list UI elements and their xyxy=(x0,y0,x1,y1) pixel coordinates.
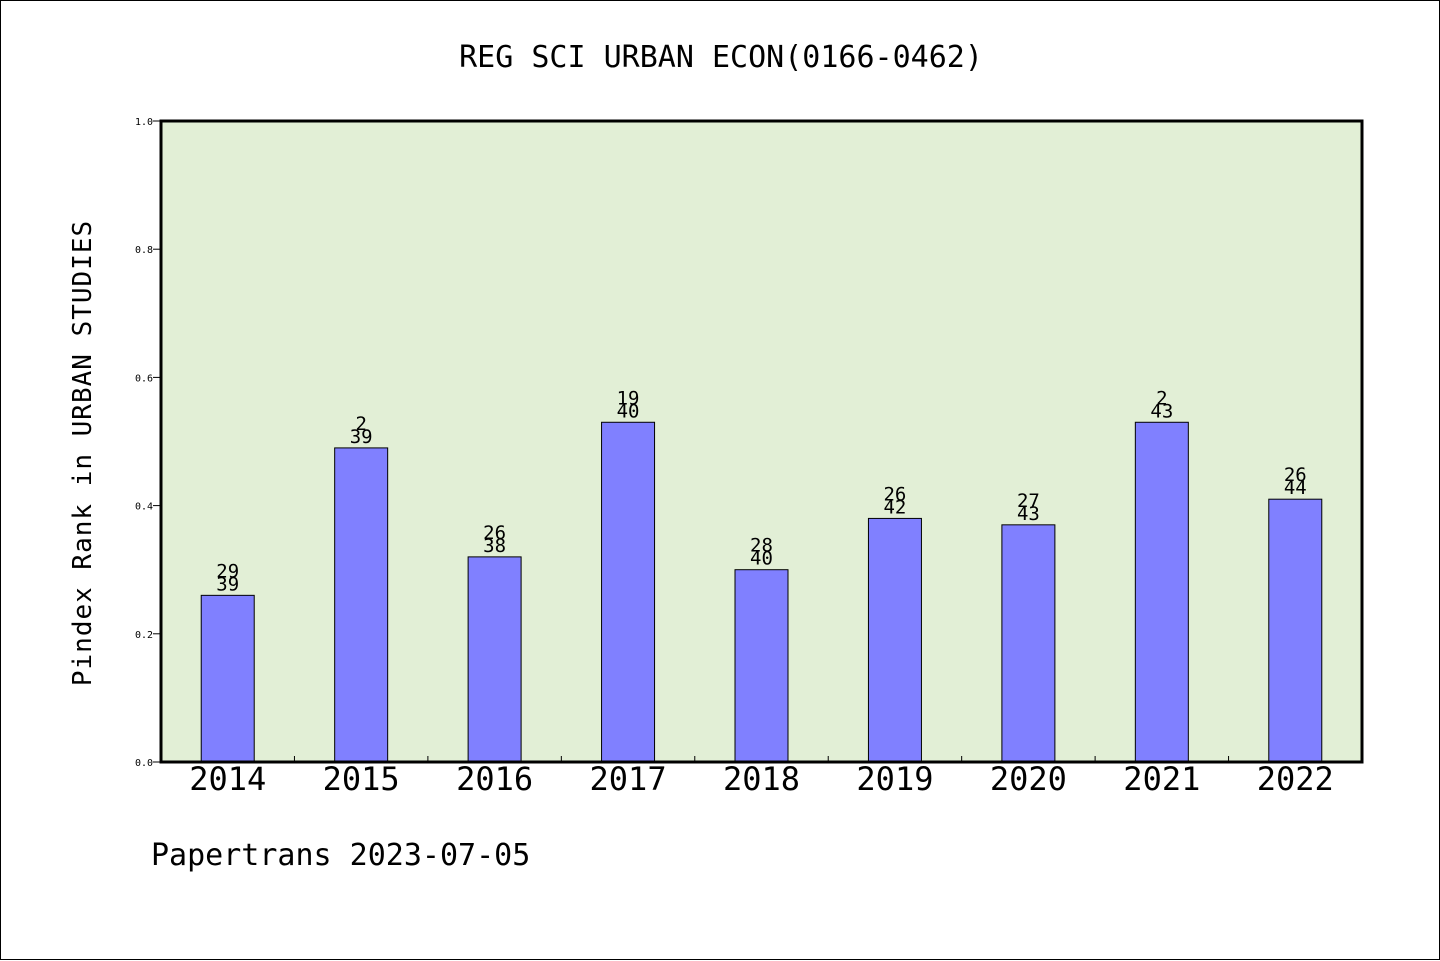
bar xyxy=(334,447,389,763)
bar-rank-label: 26 xyxy=(483,522,506,544)
bar xyxy=(734,569,789,763)
bar xyxy=(200,594,255,763)
x-tick-label: 2019 xyxy=(856,760,933,798)
bar-total-label: 42 xyxy=(883,496,906,518)
x-tick-label: 2020 xyxy=(990,760,1067,798)
bar-rank-label: 28 xyxy=(750,535,773,557)
bar-total-label: 44 xyxy=(1284,477,1307,499)
plot-border xyxy=(159,119,1364,764)
bar xyxy=(1001,524,1056,763)
y-tick-label: 0.2 xyxy=(135,630,153,641)
bar-total-label: 39 xyxy=(350,426,373,448)
bar-total-label: 40 xyxy=(750,548,773,570)
x-tick-label: 2021 xyxy=(1123,760,1200,798)
bar-rank-label: 19 xyxy=(617,387,640,409)
bar-total-label: 43 xyxy=(1150,400,1173,422)
x-tick-label: 2015 xyxy=(323,760,400,798)
y-tick-label: 0.6 xyxy=(135,373,153,384)
x-tick-label: 2022 xyxy=(1257,760,1334,798)
x-tick-label: 2014 xyxy=(189,760,266,798)
y-tick-label: 0.4 xyxy=(135,502,153,513)
bar-rank-label: 26 xyxy=(883,483,906,505)
bar-total-label: 39 xyxy=(216,573,239,595)
bar-total-label: 40 xyxy=(617,400,640,422)
bar-rank-label: 2 xyxy=(355,413,366,435)
bar-total-label: 38 xyxy=(483,535,506,557)
chart-title: REG SCI URBAN ECON(0166-0462) xyxy=(459,40,983,75)
bar-rank-label: 29 xyxy=(216,560,239,582)
bar-rank-label: 2 xyxy=(1156,387,1167,409)
bar-rank-label: 26 xyxy=(1284,464,1307,486)
y-tick-label: 1.0 xyxy=(135,117,153,128)
bar xyxy=(867,517,922,763)
y-axis-label: Pindex Rank in URBAN STUDIES xyxy=(68,220,98,686)
x-tick-label: 2018 xyxy=(723,760,800,798)
bar xyxy=(1134,421,1189,763)
tick-layer: 0.0 0.2 0.4 0.6 0.8 1.0 2014 2015 2016 2017 2018 20… xyxy=(135,117,1334,798)
y-tick-label: 0.0 xyxy=(135,758,153,769)
bar xyxy=(601,421,656,763)
bar-total-label: 43 xyxy=(1017,503,1040,525)
y-tick-label: 0.8 xyxy=(135,245,153,256)
bar xyxy=(467,556,522,763)
x-tick-label: 2017 xyxy=(590,760,667,798)
bar xyxy=(1268,498,1323,763)
bar-rank-label: 27 xyxy=(1017,490,1040,512)
footer-text: Papertrans 2023-07-05 xyxy=(151,838,530,873)
x-tick-label: 2016 xyxy=(456,760,533,798)
